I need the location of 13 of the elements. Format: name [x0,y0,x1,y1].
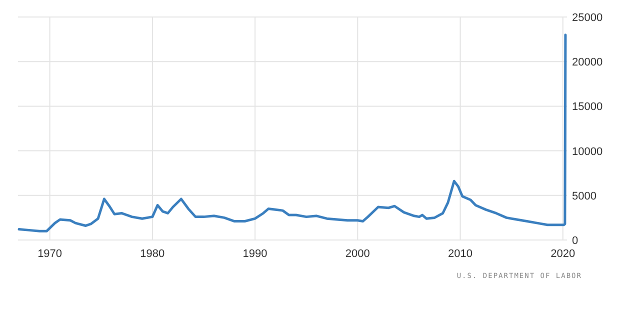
y-tick-label: 5000 [572,190,596,202]
x-tick-label: 2010 [448,248,473,260]
x-tick-label: 2000 [345,248,370,260]
x-tick-label: 1970 [38,248,62,260]
x-tick-label: 2020 [550,248,576,260]
x-tick-label: 1990 [242,248,268,260]
y-tick-label: 25000 [572,12,603,24]
line-series [18,34,567,232]
x-tick-label: 1980 [140,248,165,260]
y-tick-label: 20000 [572,56,603,69]
y-tick-label: 0 [572,235,578,247]
y-tick-label: 10000 [572,146,603,158]
y-tick-label: 15000 [572,101,603,114]
